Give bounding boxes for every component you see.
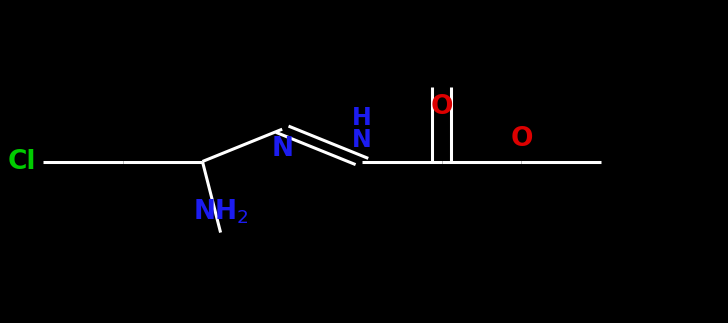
Text: O: O — [510, 126, 533, 152]
Text: Cl: Cl — [7, 149, 36, 174]
Text: O: O — [430, 94, 453, 120]
Text: H
N: H N — [352, 106, 372, 152]
Text: NH$_2$: NH$_2$ — [193, 198, 248, 226]
Text: N: N — [272, 136, 293, 162]
